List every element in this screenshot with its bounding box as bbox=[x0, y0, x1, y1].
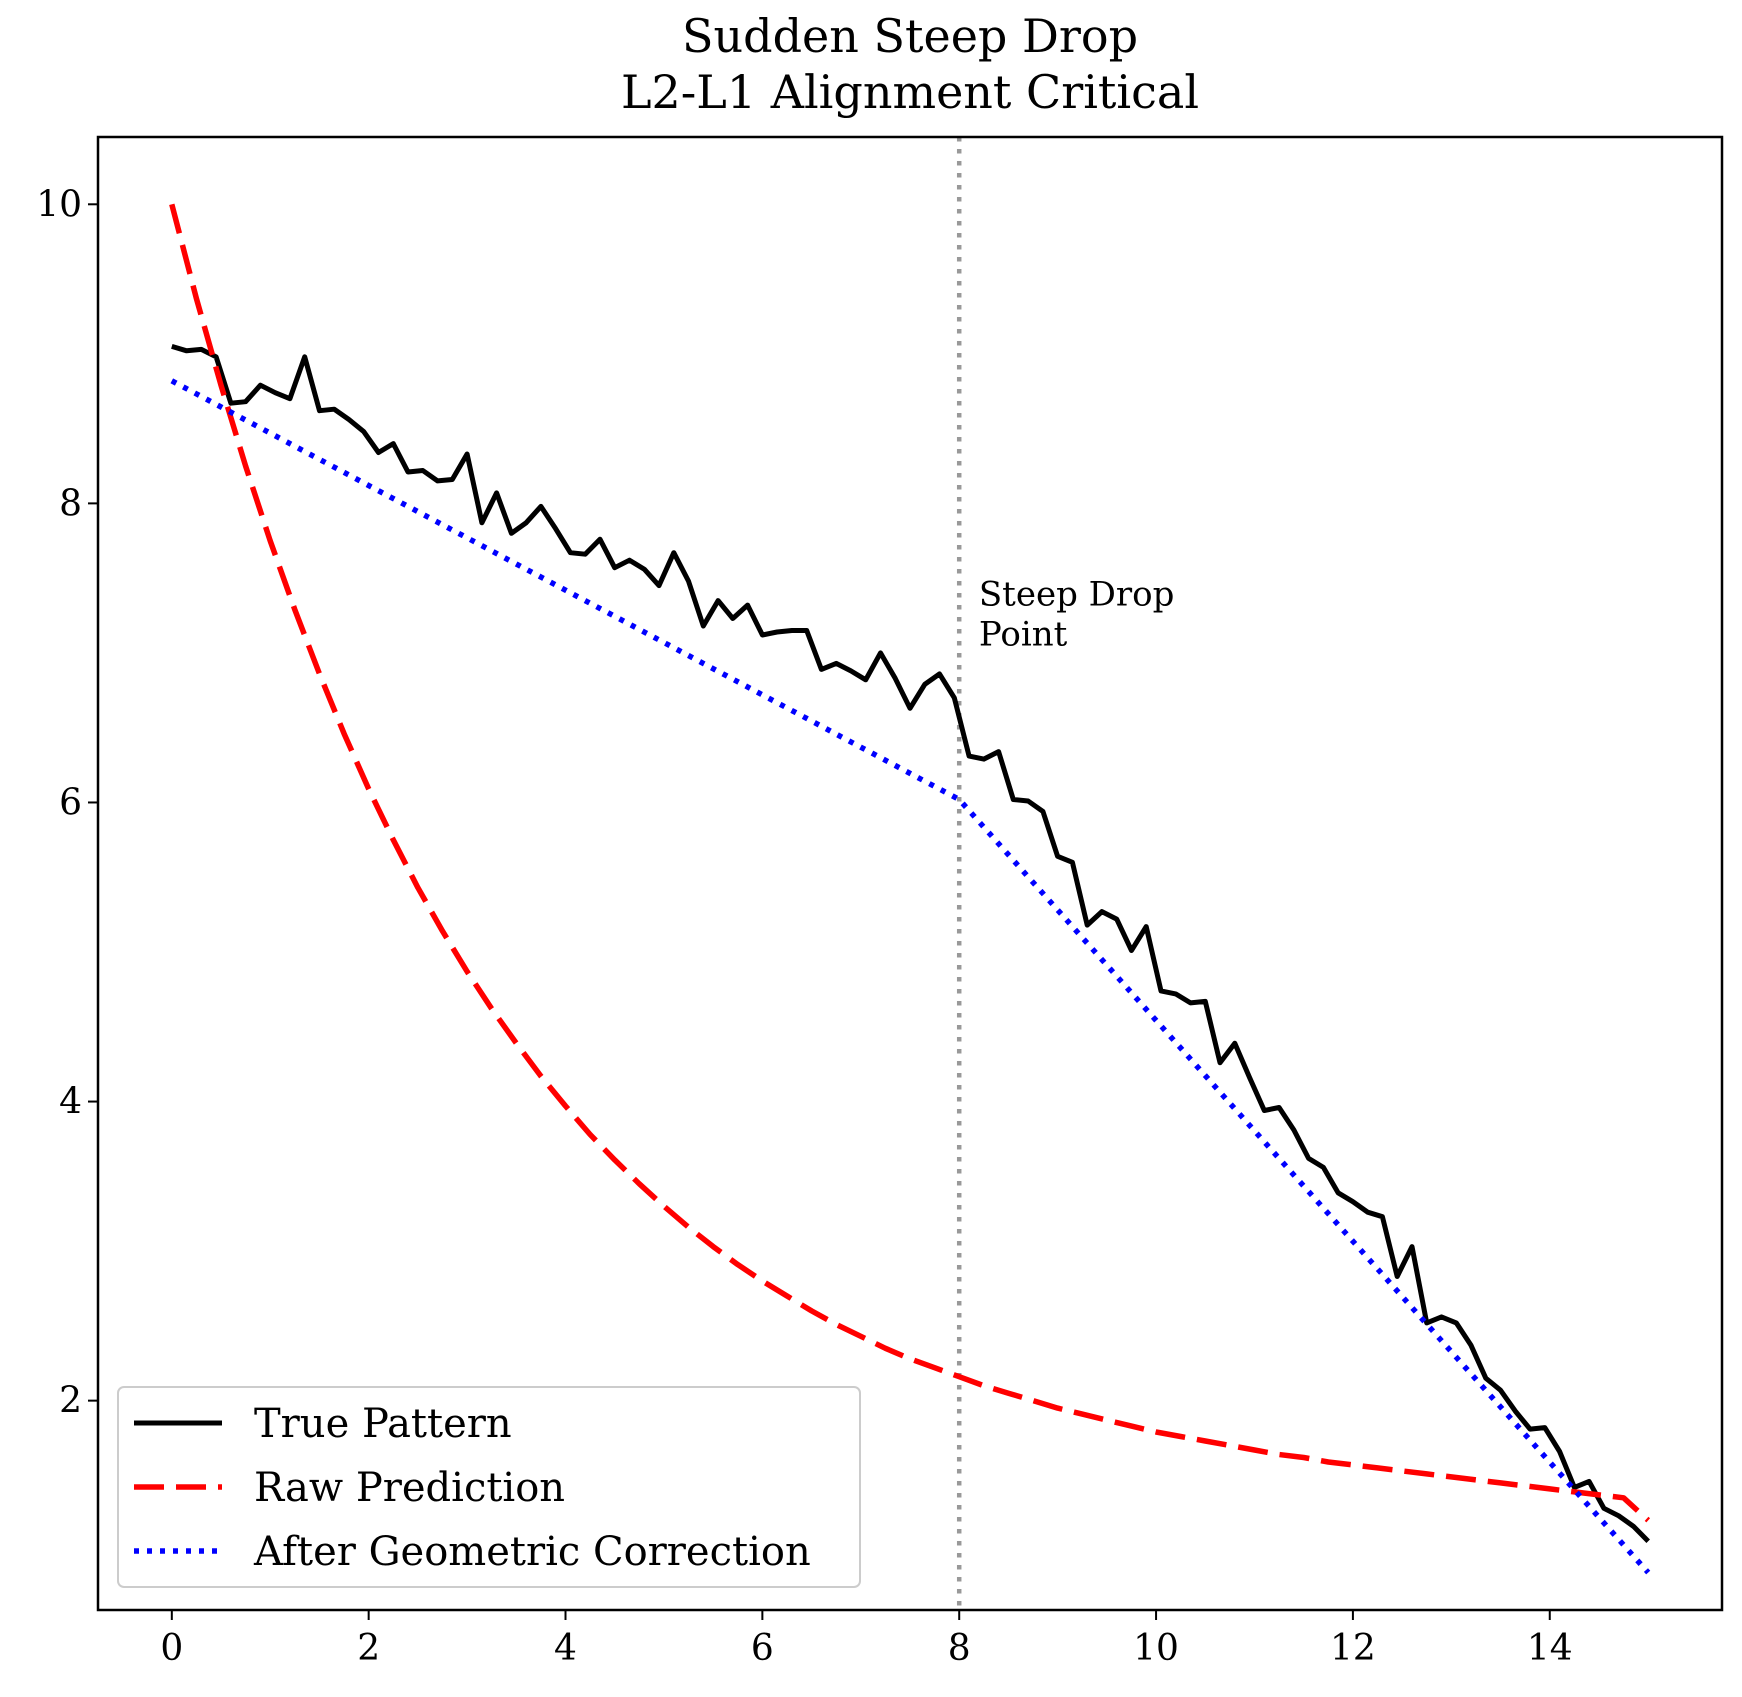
x-tick-label: 6 bbox=[751, 1628, 774, 1669]
y-tick-label: 2 bbox=[59, 1381, 82, 1422]
chart-title-line-2: L2-L1 Alignment Critical bbox=[621, 65, 1199, 119]
annotation-steep-drop-line-2: Point bbox=[979, 614, 1068, 654]
x-tick-label: 4 bbox=[554, 1628, 577, 1669]
chart-title-line-1: Sudden Steep Drop bbox=[682, 9, 1138, 63]
y-tick-label: 8 bbox=[59, 483, 82, 524]
series-true-pattern-line bbox=[171, 344, 1650, 1543]
x-tick-label: 10 bbox=[1133, 1628, 1179, 1669]
legend: True Pattern Raw Prediction After Geometri… bbox=[117, 1386, 861, 1588]
y-tick-label: 10 bbox=[36, 184, 82, 225]
legend-label: True Pattern bbox=[254, 1401, 512, 1447]
x-tick-label: 2 bbox=[357, 1628, 380, 1669]
y-tick-label: 6 bbox=[59, 782, 82, 823]
y-axis-ticks: 2 4 6 8 10 bbox=[36, 184, 98, 1422]
x-tick-label: 0 bbox=[160, 1628, 183, 1669]
series-group bbox=[169, 203, 1651, 1575]
annotation-steep-drop-line-1: Steep Drop bbox=[979, 574, 1175, 614]
legend-box bbox=[117, 1386, 861, 1588]
y-tick-label: 4 bbox=[59, 1082, 82, 1123]
legend-label: Raw Prediction bbox=[254, 1465, 565, 1511]
x-tick-label: 12 bbox=[1330, 1628, 1376, 1669]
legend-label: After Geometric Correction bbox=[253, 1529, 811, 1575]
x-axis-ticks: 0 2 4 6 8 10 12 14 bbox=[160, 1610, 1573, 1669]
series-raw-prediction-line bbox=[169, 203, 1651, 1523]
x-tick-label: 14 bbox=[1527, 1628, 1573, 1669]
x-tick-label: 8 bbox=[948, 1628, 971, 1669]
plot-frame bbox=[96, 135, 1724, 1612]
